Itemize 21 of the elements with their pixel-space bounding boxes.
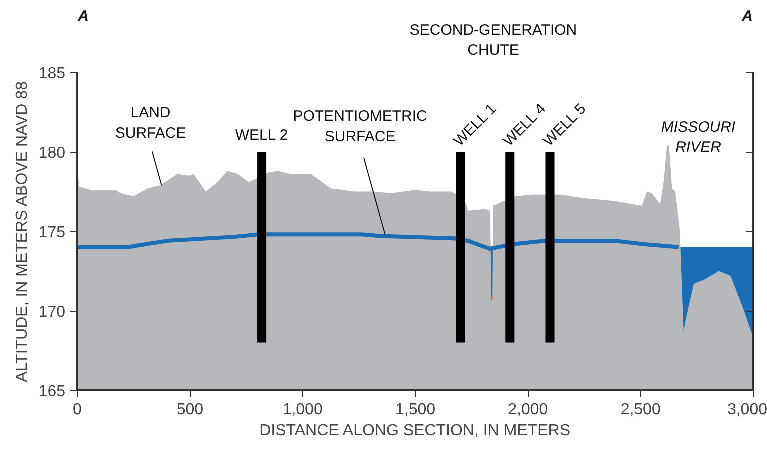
- y-tick-label: 185: [38, 66, 66, 82]
- x-tick-label: 0: [73, 402, 82, 418]
- x-tick-label: 1,000: [282, 402, 323, 418]
- y-tick-label: 175: [38, 224, 66, 242]
- text: SECOND-GENERATION CHUTE: [410, 22, 578, 60]
- x-tick-label: 500: [176, 402, 204, 418]
- x-tick-label: 1,500: [395, 402, 436, 418]
- annotation: WELL 2: [235, 127, 288, 144]
- x-tick-label: 2,000: [508, 402, 548, 418]
- y-tick-label: 165: [38, 384, 66, 400]
- text: A: [741, 8, 753, 25]
- text: A: [77, 8, 89, 25]
- y-axis-title: ALTITUDE, IN METERS ABOVE NAVD 88: [14, 81, 31, 382]
- annotation: MISSOURI RIVER: [661, 118, 736, 156]
- annotation: POTENTIOMETRIC SURFACE: [293, 108, 428, 146]
- x-axis-title: DISTANCE ALONG SECTION, IN METERS: [260, 422, 570, 440]
- x-tick-label: 3,000: [727, 402, 767, 418]
- y-tick-label: 170: [38, 304, 66, 321]
- y-tick-label: 180: [38, 145, 66, 162]
- annotation: LAND SURFACE: [115, 104, 186, 142]
- x-tick-label: 2,500: [620, 402, 661, 418]
